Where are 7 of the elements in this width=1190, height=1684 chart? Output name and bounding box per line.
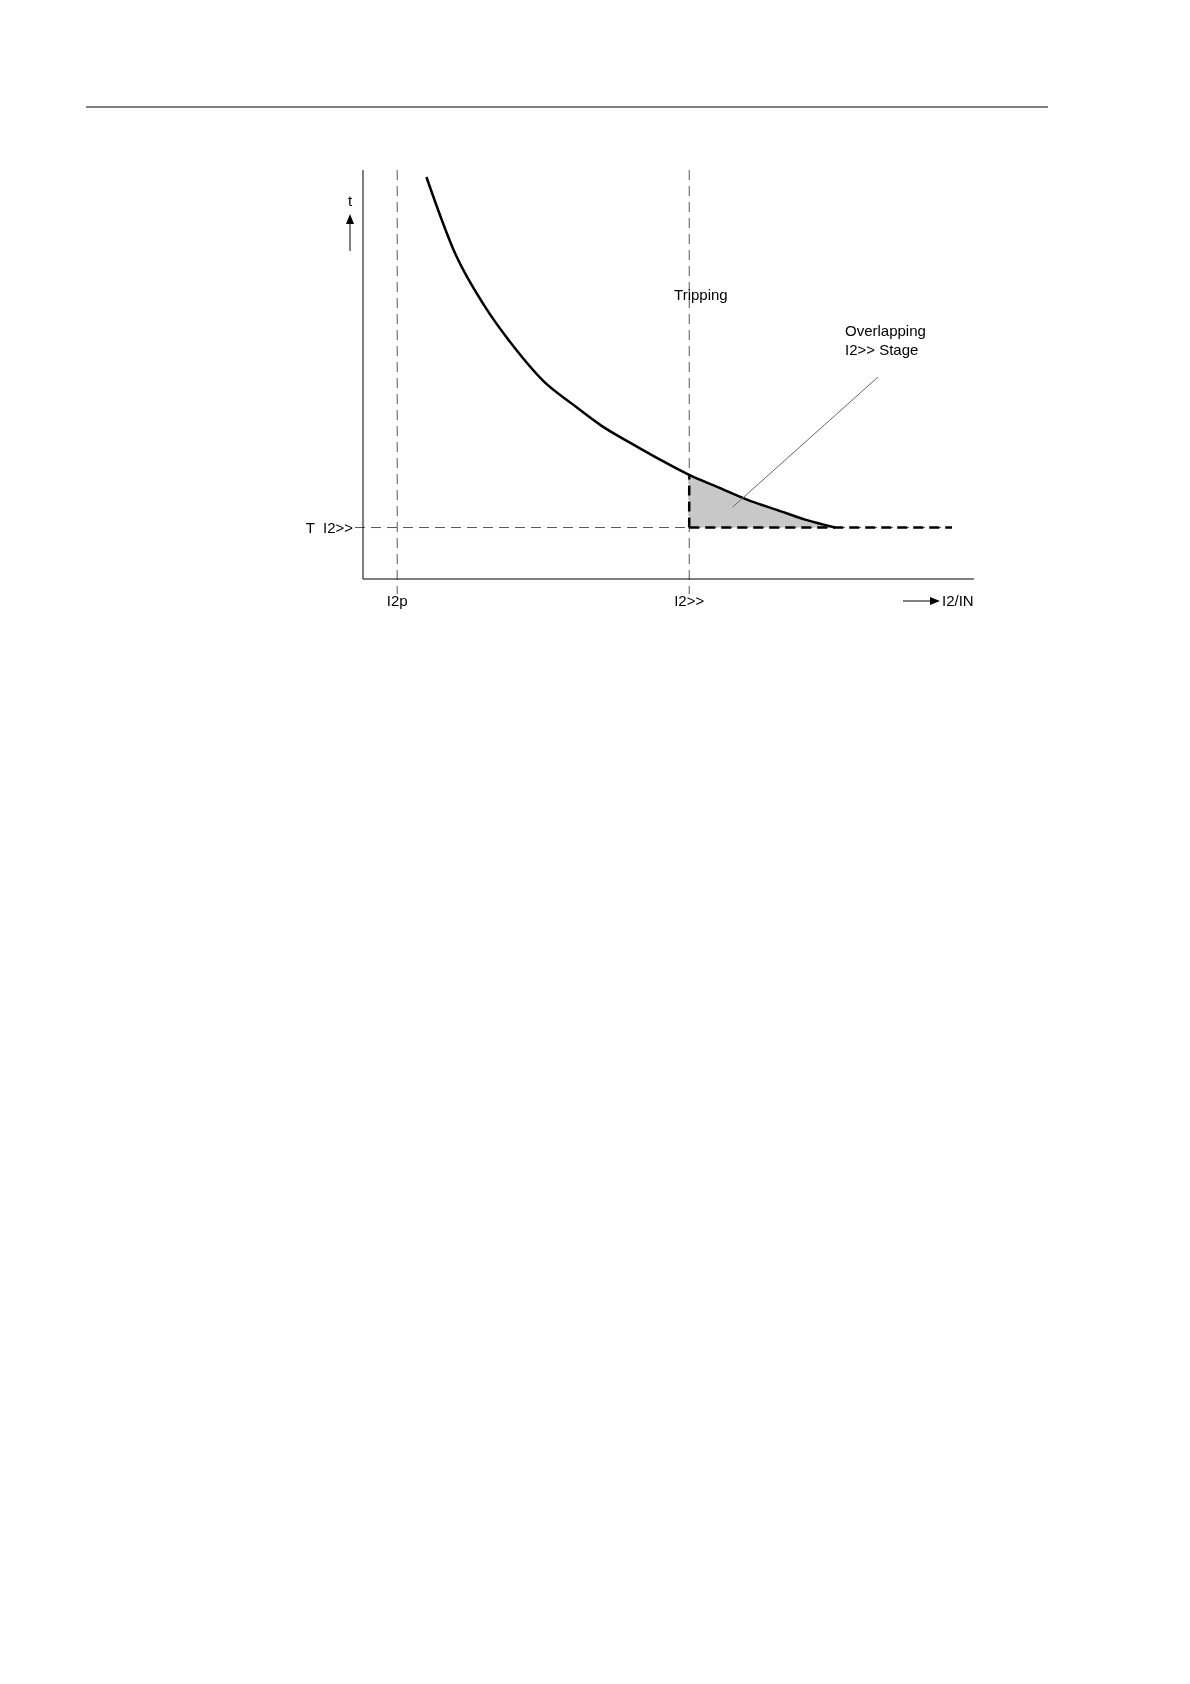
ref-line-label: T I2>> [305, 518, 354, 536]
y-axis-title: t [347, 192, 353, 209]
annotation: Tripping [674, 286, 728, 304]
x-axis-title: I2/IN [942, 592, 974, 609]
x-tick-label: I2>> [674, 592, 705, 609]
annotation: Overlapping I2>> Stage [845, 322, 926, 358]
x-tick-label: I2p [386, 592, 408, 609]
